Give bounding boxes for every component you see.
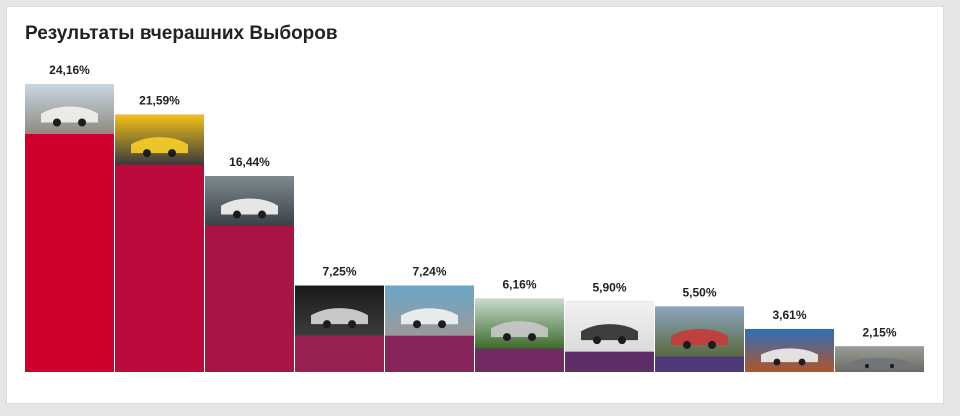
car-shape-icon [401, 308, 458, 325]
bar-chart: 24,16% 21,59% 16,44% 7,25% 7,24% 6,16% 5,90% 5,… [25, 63, 924, 372]
bar-value-label: 7,24% [412, 265, 446, 279]
car-wheel-icon [412, 320, 421, 329]
car-wheel-icon [348, 320, 357, 329]
car-shape-icon [41, 106, 98, 123]
car-wheel-icon [258, 210, 267, 219]
bar-group: 2,15% [835, 325, 924, 372]
car-shape-icon [851, 357, 908, 367]
car-wheel-icon [798, 358, 806, 366]
car-shape-icon [491, 321, 548, 338]
car-wheel-icon [78, 118, 87, 127]
car-shape-icon [671, 328, 728, 345]
bar-group: 21,59% [115, 94, 204, 372]
bar-value-label: 16,44% [229, 155, 270, 169]
car-wheel-icon [592, 336, 601, 345]
bar-value-label: 5,90% [592, 281, 626, 295]
car-wheel-icon [322, 320, 331, 329]
car-wheel-icon [528, 333, 537, 342]
car-wheel-icon [889, 364, 895, 369]
car-shape-icon [581, 324, 638, 341]
car-wheel-icon [864, 364, 870, 369]
chart-card: Результаты вчерашних Выборов 24,16% 21,59… [6, 6, 944, 404]
car-shape-icon [761, 348, 818, 363]
car-wheel-icon [232, 210, 241, 219]
car-shape-icon [221, 198, 278, 215]
car-wheel-icon [773, 358, 781, 366]
car-wheel-icon [142, 149, 151, 158]
bar-value-label: 2,15% [862, 325, 896, 339]
bar-group: 16,44% [205, 155, 294, 372]
bar-group: 5,90% [565, 281, 654, 372]
car-shape-icon [131, 137, 188, 154]
car-wheel-icon [52, 118, 61, 127]
bar-value-label: 3,61% [772, 308, 806, 322]
bar-group: 6,16% [475, 278, 564, 372]
bar-group: 3,61% [745, 308, 834, 372]
car-wheel-icon [708, 340, 717, 349]
bar-value-label: 5,50% [682, 285, 716, 299]
bar-value-label: 6,16% [502, 278, 536, 292]
bar-group: 7,25% [295, 265, 384, 372]
car-shape-icon [311, 308, 368, 325]
bar-value-label: 24,16% [49, 63, 90, 77]
bar-group: 7,24% [385, 265, 474, 372]
bar-group: 5,50% [655, 285, 744, 372]
car-wheel-icon [682, 340, 691, 349]
car-wheel-icon [168, 149, 177, 158]
bar-value-label: 7,25% [322, 265, 356, 279]
bar-group: 24,16% [25, 63, 114, 372]
bar-value-label: 21,59% [139, 94, 180, 108]
chart-title: Результаты вчерашних Выборов [25, 23, 338, 44]
car-wheel-icon [438, 320, 447, 329]
car-wheel-icon [618, 336, 627, 345]
car-wheel-icon [502, 333, 511, 342]
